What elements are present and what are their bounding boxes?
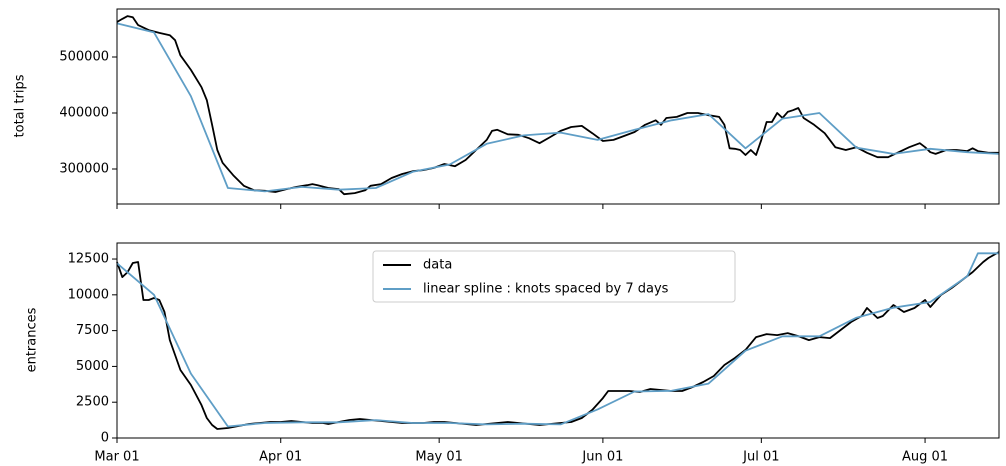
x-tick-label: Jun 01 [581,450,623,465]
legend-label: linear spline : knots spaced by 7 days [423,282,669,297]
legend-label: data [423,258,452,273]
axes-frame [116,8,1000,205]
y-tick-label: 300000 [59,161,109,176]
series-line [116,22,1000,193]
series-line [116,252,999,428]
axes-frame [116,242,1000,439]
y-tick-label: 5000 [76,359,109,374]
x-tick-label: May 01 [415,450,463,465]
y-tick-label: 12500 [68,252,109,267]
y-tick-label: 0 [101,431,109,446]
legend-box [372,250,736,303]
y-tick-label: 10000 [68,287,109,302]
y-tick-label: 7500 [76,323,109,338]
x-tick-label: Apr 01 [259,450,302,465]
y-tick-label: 500000 [59,49,109,64]
x-tick-label: Jul 01 [742,450,779,465]
x-tick-label: Mar 01 [94,450,139,465]
y-axis-label: total trips [13,74,28,137]
series-line [116,15,999,196]
y-axis-label: entrances [25,307,40,372]
y-tick-label: 400000 [59,105,109,120]
y-tick-label: 2500 [76,395,109,410]
x-tick-label: Aug 01 [902,450,948,465]
